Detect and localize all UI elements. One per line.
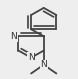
Text: N: N <box>10 32 17 41</box>
Text: N: N <box>40 60 47 69</box>
Text: N: N <box>28 53 34 62</box>
